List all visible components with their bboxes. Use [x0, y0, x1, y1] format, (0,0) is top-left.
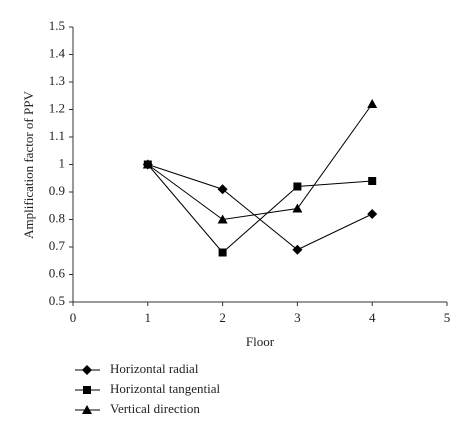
x-tick-label: 3 — [294, 310, 301, 325]
marker — [82, 365, 92, 375]
marker — [217, 214, 228, 224]
x-tick-label: 2 — [219, 310, 226, 325]
y-tick-label: 0.9 — [49, 183, 65, 198]
marker — [368, 177, 377, 185]
marker — [293, 182, 302, 191]
x-axis-label: Floor — [246, 334, 275, 349]
series-line — [147, 164, 373, 254]
marker — [292, 244, 303, 255]
marker — [142, 159, 153, 169]
x-tick-label: 5 — [444, 310, 451, 325]
y-tick-label: 0.8 — [49, 210, 65, 225]
y-tick-label: 1.1 — [49, 128, 65, 143]
marker — [82, 405, 92, 414]
legend-label: Horizontal radial — [110, 361, 199, 376]
series-line — [147, 103, 373, 221]
x-tick-label: 1 — [145, 310, 152, 325]
y-tick-label: 1.4 — [49, 45, 66, 60]
y-tick-label: 1.2 — [49, 100, 65, 115]
legend-label: Vertical direction — [110, 401, 200, 416]
y-tick-label: 1.3 — [49, 73, 65, 88]
y-tick-label: 0.5 — [49, 293, 65, 308]
y-tick-label: 1.5 — [49, 18, 65, 33]
y-tick-label: 0.6 — [49, 265, 66, 280]
y-tick-label: 1 — [59, 155, 66, 170]
marker — [83, 386, 91, 394]
x-tick-label: 0 — [70, 310, 77, 325]
x-tick-label: 4 — [369, 310, 376, 325]
marker — [367, 99, 378, 108]
y-tick-label: 0.7 — [49, 238, 66, 253]
marker — [218, 248, 227, 257]
marker — [292, 203, 303, 213]
legend-label: Horizontal tangential — [110, 381, 220, 396]
marker — [367, 209, 378, 219]
y-axis-label: Amplification factor of PPV — [21, 91, 36, 239]
marker — [217, 184, 228, 195]
